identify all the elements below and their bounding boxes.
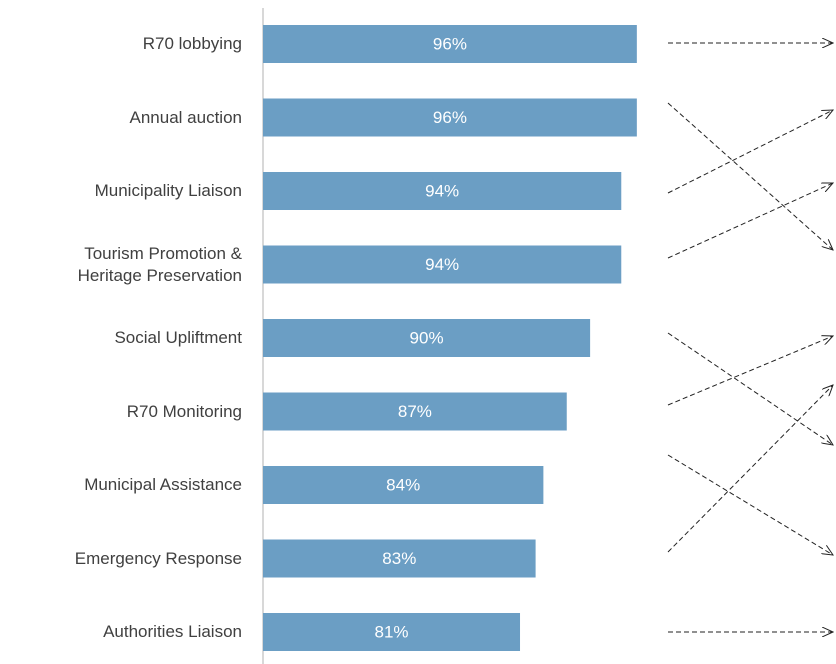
value-label: 81% [374, 622, 408, 641]
category-label: Municipal Assistance [84, 475, 242, 494]
bar [263, 392, 567, 431]
category-label: R70 lobbying [142, 34, 242, 53]
arrow [667, 183, 833, 259]
value-label: 96% [433, 34, 467, 53]
value-label: 84% [386, 475, 420, 494]
bar [263, 172, 622, 210]
arrow [667, 454, 833, 555]
rank-arrows [667, 43, 833, 632]
arrow [667, 385, 833, 553]
category-label: Social Upliftment [114, 328, 242, 347]
category-label: Tourism Promotion & Heritage Preservatio… [77, 243, 242, 285]
arrow [667, 332, 833, 445]
bar [263, 613, 521, 651]
arrow [667, 110, 833, 194]
category-label: Annual auction [129, 107, 242, 127]
category-label: R70 Monitoring [126, 401, 242, 421]
bar [263, 539, 536, 578]
bar [263, 245, 622, 284]
value-label: 87% [398, 402, 432, 421]
bar [263, 25, 637, 63]
bar [263, 466, 544, 504]
value-label: 96% [433, 108, 467, 127]
arrow [667, 336, 833, 406]
arrow [667, 102, 833, 250]
category-label: Emergency Response [74, 548, 242, 568]
category-label: Authorities Liaison [103, 622, 242, 641]
bar [263, 319, 591, 357]
category-label: Municipality Liaison [94, 181, 242, 200]
bar [263, 98, 637, 137]
value-label: 94% [425, 181, 459, 200]
value-label: 90% [410, 328, 444, 347]
value-label: 94% [425, 255, 459, 274]
value-label: 83% [382, 549, 416, 568]
